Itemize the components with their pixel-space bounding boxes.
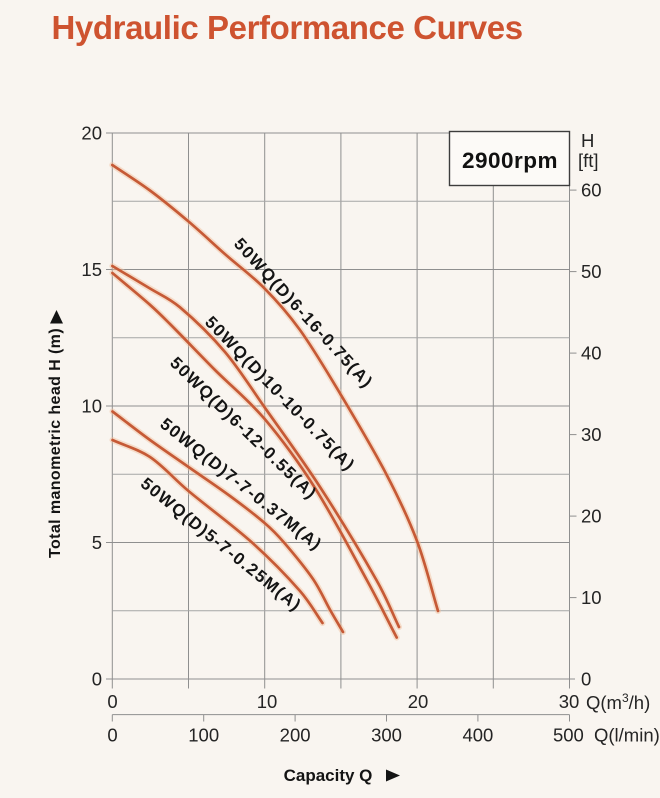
svg-text:400: 400	[462, 725, 493, 746]
svg-text:10: 10	[581, 587, 602, 608]
svg-text:10: 10	[257, 691, 278, 712]
svg-text:40: 40	[581, 343, 602, 364]
svg-text:0: 0	[107, 725, 117, 746]
svg-text:Hydraulic Performance Curves: Hydraulic Performance Curves	[52, 9, 523, 46]
svg-text:60: 60	[581, 180, 602, 201]
svg-text:10: 10	[81, 396, 102, 417]
svg-text:20: 20	[81, 123, 102, 144]
svg-text:30: 30	[559, 691, 580, 712]
svg-text:20: 20	[408, 691, 429, 712]
svg-text:[ft]: [ft]	[578, 150, 599, 171]
svg-text:0: 0	[581, 669, 591, 690]
svg-text:H: H	[581, 130, 594, 151]
svg-text:0: 0	[92, 669, 102, 690]
svg-text:Q(m3/h): Q(m3/h)	[586, 691, 650, 713]
svg-text:50: 50	[581, 261, 602, 282]
svg-text:200: 200	[280, 725, 311, 746]
svg-text:500: 500	[553, 725, 584, 746]
svg-text:Total manometric head H (m): Total manometric head H (m)	[47, 328, 64, 558]
svg-text:15: 15	[81, 259, 102, 280]
svg-text:5: 5	[92, 532, 102, 553]
svg-text:100: 100	[188, 725, 219, 746]
svg-text:Capacity Q: Capacity Q	[284, 766, 373, 785]
svg-text:300: 300	[371, 725, 402, 746]
svg-text:Q(l/min): Q(l/min)	[594, 725, 660, 746]
svg-text:30: 30	[581, 424, 602, 445]
svg-text:2900rpm: 2900rpm	[462, 148, 558, 173]
svg-text:0: 0	[107, 691, 117, 712]
svg-text:20: 20	[581, 506, 602, 527]
